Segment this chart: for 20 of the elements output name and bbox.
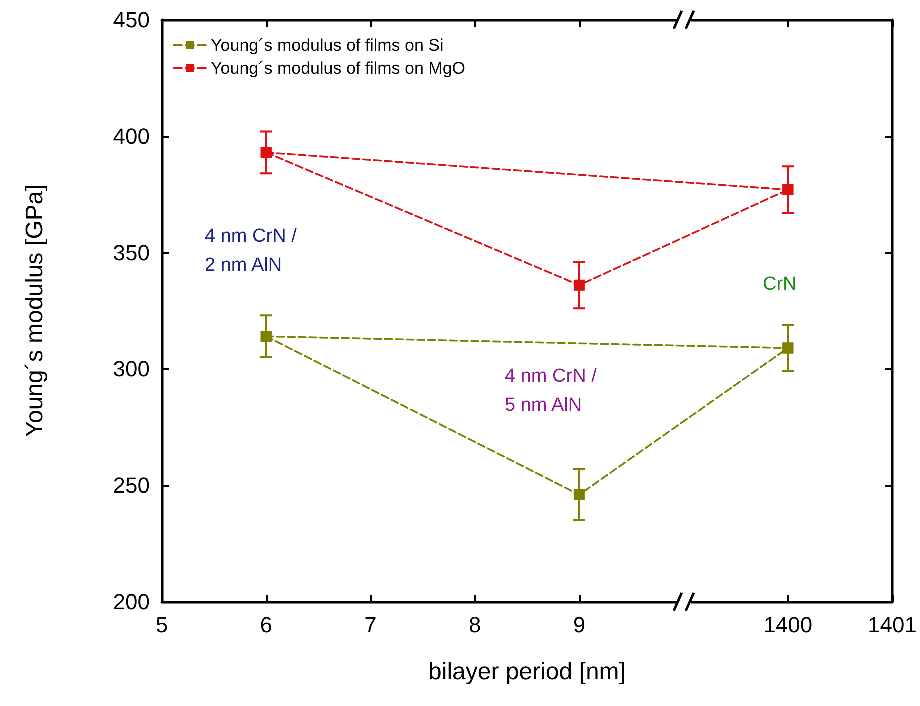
legend-label: Young´s modulus of films on MgO — [211, 59, 466, 78]
x-tick-label: 8 — [468, 612, 482, 638]
legend-label: Young´s modulus of films on Si — [211, 36, 444, 55]
x-tick-label: 1401 — [868, 612, 918, 638]
x-tick-label: 1400 — [764, 612, 813, 638]
x-tick-label: 7 — [364, 612, 377, 638]
annotation: 4 nm CrN / 5 nm AlN — [505, 366, 598, 416]
x-tick-label: 9 — [573, 612, 586, 638]
x-tick-label: 5 — [156, 612, 168, 638]
y-tick-label: 200 — [113, 590, 150, 614]
annotation: 4 nm CrN / 2 nm AlN — [205, 226, 298, 276]
y-tick-label: 300 — [113, 356, 150, 382]
y-tick-label: 250 — [113, 473, 150, 498]
annotation: CrN — [763, 274, 797, 295]
x-tick-label: 6 — [260, 612, 272, 638]
x-axis-title: bilayer period [nm] — [428, 658, 626, 686]
y-tick-label: 350 — [113, 240, 150, 266]
y-tick-label: 450 — [113, 8, 150, 32]
y-axis-title: Young´s modulus [GPa] — [22, 184, 48, 438]
y-tick-label: 400 — [113, 124, 150, 149]
